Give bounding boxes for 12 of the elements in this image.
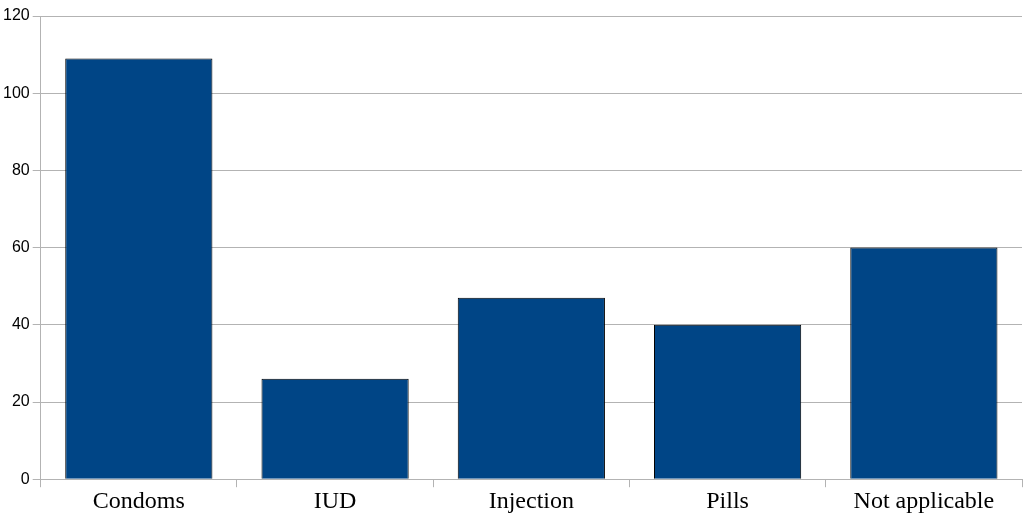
y-tick-label: 40 [11,315,30,333]
y-tick-label: 60 [11,238,30,256]
x-tick-label: Not applicable [853,486,995,513]
y-tick-label: 100 [2,83,30,101]
x-tick-label: Injection [488,486,574,513]
y-tick-label: 120 [2,6,30,24]
x-tick-label: Pills [706,486,749,513]
y-tick-label: 80 [11,160,30,178]
x-tick-label: Condoms [92,486,185,513]
y-tick-label: 20 [11,392,30,410]
x-tick-label: IUD [313,486,357,513]
y-tick-label: 0 [20,469,30,487]
